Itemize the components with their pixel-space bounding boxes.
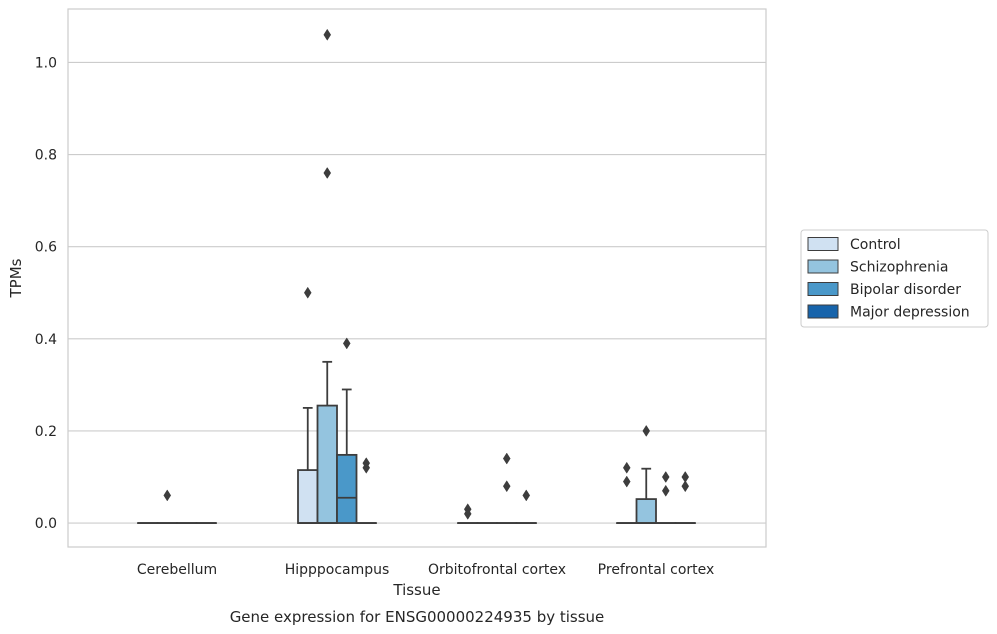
chart-caption: Gene expression for ENSG00000224935 by t… bbox=[230, 608, 605, 626]
y-tick-label: 0.2 bbox=[35, 424, 57, 440]
box-control bbox=[297, 286, 319, 524]
outlier-point bbox=[362, 461, 371, 474]
legend-swatch bbox=[807, 259, 839, 274]
legend-label: Major depression bbox=[850, 305, 970, 321]
plot-frame bbox=[67, 8, 767, 548]
y-tick-label: 0.0 bbox=[35, 516, 57, 532]
outlier-point bbox=[323, 167, 332, 179]
box-bipolar-disorder bbox=[496, 452, 518, 524]
outlier-point bbox=[163, 489, 172, 502]
x-tick-label: Cerebellum bbox=[137, 562, 217, 578]
box-schizophrenia bbox=[635, 424, 657, 524]
outlier-point bbox=[342, 337, 351, 350]
box-body bbox=[316, 404, 338, 524]
x-tick-label: Prefrontal cortex bbox=[598, 562, 715, 578]
outlier-point bbox=[622, 461, 631, 474]
y-tick-label: 1.0 bbox=[35, 55, 57, 71]
box-major-depression bbox=[355, 457, 377, 524]
outlier-point bbox=[622, 475, 631, 488]
outlier-point bbox=[642, 424, 651, 437]
x-tick-label: Orbitofrontal cortex bbox=[428, 562, 566, 578]
box-major-depression bbox=[515, 489, 537, 524]
y-tick-label: 0.4 bbox=[35, 332, 57, 348]
outlier-point bbox=[463, 507, 472, 520]
legend-swatch bbox=[807, 282, 839, 296]
legend-swatch bbox=[807, 237, 839, 251]
outlier-point bbox=[303, 286, 312, 299]
outlier-point bbox=[661, 484, 670, 497]
x-axis-label: Tissue bbox=[392, 581, 440, 599]
x-tick-label: Hipppocampus bbox=[285, 562, 390, 578]
outlier-point bbox=[502, 452, 511, 465]
outlier-point bbox=[522, 489, 531, 502]
legend-label: Control bbox=[850, 237, 901, 253]
outlier-point bbox=[681, 480, 690, 493]
box-schizophrenia bbox=[156, 489, 178, 524]
box-body bbox=[336, 453, 358, 524]
outlier-point bbox=[323, 28, 332, 41]
box-control bbox=[616, 461, 638, 524]
box-control bbox=[457, 503, 479, 524]
gridlines bbox=[68, 61, 766, 524]
box-major-depression bbox=[674, 471, 696, 524]
legend-swatch bbox=[807, 304, 839, 319]
legend: Control Schizophrenia Bipolar disorder Majo… bbox=[800, 229, 989, 328]
box-bipolar-disorder bbox=[655, 471, 677, 524]
box-body bbox=[297, 469, 319, 524]
y-axis-ticks: 0.0 0.2 0.4 0.6 0.8 1.0 bbox=[35, 55, 57, 532]
y-tick-label: 0.6 bbox=[35, 240, 57, 256]
y-tick-label: 0.8 bbox=[35, 148, 57, 164]
outlier-point bbox=[502, 480, 511, 493]
box-plot-area bbox=[137, 28, 696, 524]
legend-label: Bipolar disorder bbox=[850, 282, 961, 298]
box-schizophrenia bbox=[316, 28, 338, 524]
box-bipolar-disorder bbox=[336, 337, 358, 524]
legend-frame bbox=[800, 229, 989, 328]
y-axis-label: TPMs bbox=[7, 258, 25, 298]
outlier-point bbox=[661, 471, 670, 483]
x-axis-ticks: Cerebellum Hipppocampus Orbitofrontal cort… bbox=[137, 562, 714, 578]
legend-items: Control Schizophrenia Bipolar disorder Majo… bbox=[807, 237, 970, 321]
box-body bbox=[635, 498, 657, 524]
legend-label: Schizophrenia bbox=[850, 260, 948, 276]
